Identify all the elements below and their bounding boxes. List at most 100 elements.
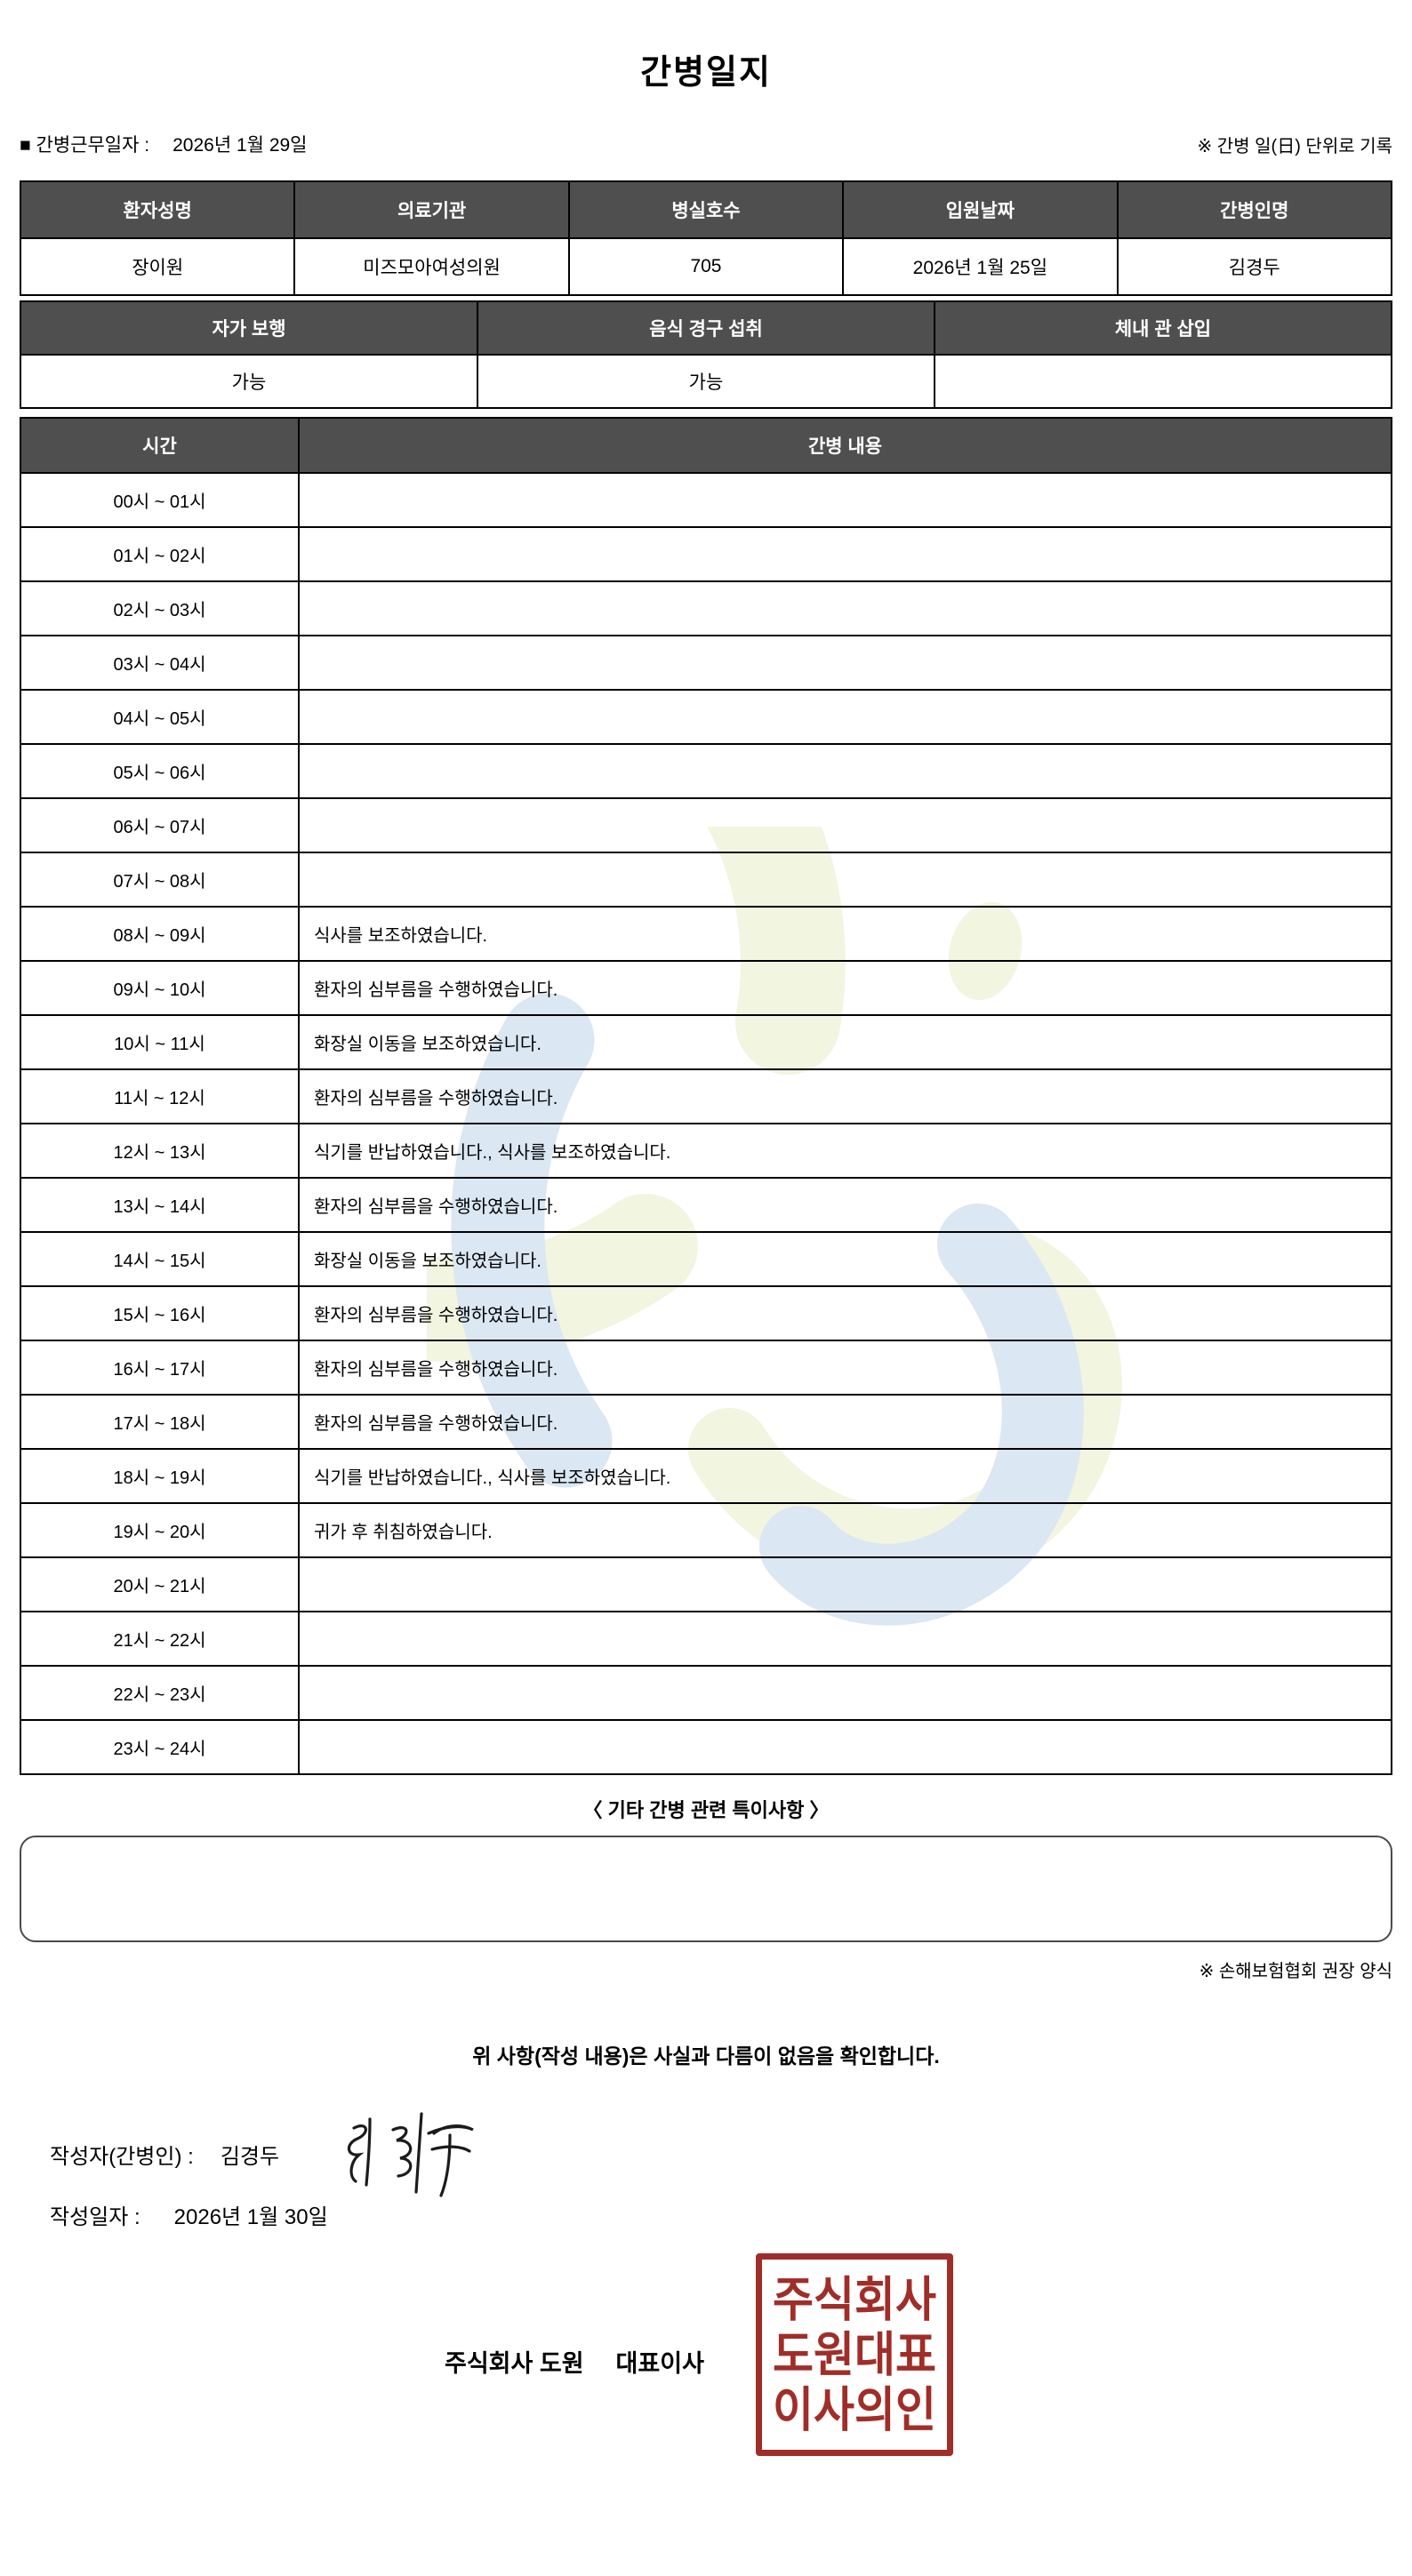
log-content-cell: 환자의 심부름을 수행하였습니다.: [298, 960, 1392, 1016]
document-content: 간병일지 ■ 간병근무일자 : 2026년 1월 29일 ※ 간병 일(日) 단위…: [19, 54, 1393, 2467]
log-content-cell: [298, 689, 1392, 745]
log-row: 08시 ~ 09시 식사를 보조하였습니다.: [20, 906, 1392, 962]
patient-header-cell: 환자성명: [19, 180, 296, 239]
log-content-cell: [298, 797, 1392, 853]
log-time-cell: 11시 ~ 12시: [20, 1068, 300, 1124]
log-table-body: 00시 ~ 01시 01시 ~ 02시 02시 ~ 03시 03시 ~ 04시 04시 …: [20, 472, 1392, 1775]
log-row: 06시 ~ 07시: [20, 797, 1392, 853]
log-row: 13시 ~ 14시 환자의 심부름을 수행하였습니다.: [20, 1177, 1392, 1233]
writer-row: 작성자(간병인) : 김경두: [20, 2112, 1392, 2197]
log-row: 17시 ~ 18시 환자의 심부름을 수행하였습니다.: [20, 1394, 1392, 1450]
patient-header-cell: 병실호수: [567, 180, 845, 239]
log-time-cell: 08시 ~ 09시: [20, 906, 300, 962]
log-table: 시간 간병 내용 00시 ~ 01시 01시 ~ 02시 02시 ~ 03시 03시 …: [20, 417, 1392, 1775]
work-date-value: 2026년 1월 29일: [172, 135, 308, 156]
status-header-cell: 자가 보행: [20, 300, 478, 356]
log-time-cell: 07시 ~ 08시: [20, 852, 300, 908]
log-row: 18시 ~ 19시 식기를 반납하였습니다., 식사를 보조하였습니다.: [20, 1448, 1392, 1504]
log-content-cell: 환자의 심부름을 수행하였습니다.: [298, 1394, 1392, 1450]
log-row: 11시 ~ 12시 환자의 심부름을 수행하였습니다.: [20, 1068, 1392, 1124]
patient-header-cell: 의료기관: [293, 180, 570, 239]
log-row: 09시 ~ 10시 환자의 심부름을 수행하였습니다.: [20, 960, 1392, 1016]
log-row: 21시 ~ 22시: [20, 1611, 1392, 1667]
log-content-cell: 환자의 심부름을 수행하였습니다.: [298, 1177, 1392, 1233]
log-row: 10시 ~ 11시 화장실 이동을 보조하였습니다.: [20, 1014, 1392, 1070]
log-content-cell: [298, 472, 1392, 528]
status-value-cell: 가능: [477, 354, 935, 409]
unit-note: ※ 간병 일(日) 단위로 기록: [1197, 137, 1392, 156]
write-date-label: 작성일자 :: [50, 2205, 140, 2229]
log-row: 20시 ~ 21시: [20, 1556, 1392, 1612]
write-date-row: 작성일자 : 2026년 1월 30일: [20, 2199, 1392, 2230]
log-time-cell: 04시 ~ 05시: [20, 689, 300, 745]
log-time-cell: 14시 ~ 15시: [20, 1231, 300, 1287]
log-row: 07시 ~ 08시: [20, 852, 1392, 908]
work-date-label: ■ 간병근무일자 :: [20, 135, 150, 156]
status-table-header-row: 자가 보행 음식 경구 섭취 체내 관 삽입: [20, 300, 1392, 356]
log-time-cell: 10시 ~ 11시: [20, 1014, 300, 1070]
log-row: 19시 ~ 20시 귀가 후 취침하였습니다.: [20, 1502, 1392, 1558]
log-content-cell: 화장실 이동을 보조하였습니다.: [298, 1014, 1392, 1070]
work-date-line: ■ 간병근무일자 : 2026년 1월 29일: [20, 131, 308, 157]
log-row: 05시 ~ 06시: [20, 743, 1392, 799]
log-content-cell: 식사를 보조하였습니다.: [298, 906, 1392, 962]
patient-table: 환자성명 의료기관 병실호수 입원날짜 간병인명 장이원 미즈모아여성의원 705 2026년…: [19, 180, 1393, 296]
log-time-cell: 05시 ~ 06시: [20, 743, 300, 799]
log-time-cell: 12시 ~ 13시: [20, 1123, 300, 1179]
log-row: 02시 ~ 03시: [20, 580, 1392, 636]
log-content-cell: 환자의 심부름을 수행하였습니다.: [298, 1285, 1392, 1341]
log-content-cell: 환자의 심부름을 수행하였습니다.: [298, 1068, 1392, 1124]
log-time-cell: 15시 ~ 16시: [20, 1285, 300, 1341]
log-content-cell: [298, 1611, 1392, 1667]
status-header-cell: 체내 관 삽입: [934, 300, 1392, 356]
log-row: 15시 ~ 16시 환자의 심부름을 수행하였습니다.: [20, 1285, 1392, 1341]
writer-label: 작성자(간병인) :: [50, 2145, 194, 2169]
status-header-cell: 음식 경구 섭취: [477, 300, 935, 356]
patient-table-header-row: 환자성명 의료기관 병실호수 입원날짜 간병인명: [19, 180, 1393, 239]
log-time-cell: 01시 ~ 02시: [20, 526, 300, 582]
log-row: 14시 ~ 15시 화장실 이동을 보조하였습니다.: [20, 1231, 1392, 1287]
log-time-cell: 20시 ~ 21시: [20, 1556, 300, 1612]
log-content-cell: 귀가 후 취침하였습니다.: [298, 1502, 1392, 1558]
status-table: 자가 보행 음식 경구 섭취 체내 관 삽입 가능 가능: [20, 300, 1392, 409]
patient-value-cell: 미즈모아여성의원: [293, 237, 570, 296]
log-time-cell: 02시 ~ 03시: [20, 580, 300, 636]
status-table-value-row: 가능 가능: [20, 354, 1392, 409]
log-time-cell: 18시 ~ 19시: [20, 1448, 300, 1504]
log-table-header-row: 시간 간병 내용: [20, 417, 1392, 474]
log-row: 23시 ~ 24시: [20, 1719, 1392, 1775]
meta-row: ■ 간병근무일자 : 2026년 1월 29일 ※ 간병 일(日) 단위로 기록: [20, 131, 1392, 157]
patient-header-cell: 입원날짜: [842, 180, 1119, 239]
log-content-cell: [298, 1719, 1392, 1775]
patient-value-cell: 장이원: [19, 237, 296, 296]
log-content-cell: [298, 743, 1392, 799]
log-content-cell: [298, 635, 1392, 691]
patient-value-cell: 2026년 1월 25일: [842, 237, 1119, 296]
log-row: 22시 ~ 23시: [20, 1665, 1392, 1721]
log-time-cell: 22시 ~ 23시: [20, 1665, 300, 1721]
patient-value-cell: 김경두: [1116, 237, 1393, 296]
log-row: 12시 ~ 13시 식기를 반납하였습니다., 식사를 보조하였습니다.: [20, 1123, 1392, 1179]
log-content-cell: 화장실 이동을 보조하였습니다.: [298, 1231, 1392, 1287]
log-time-cell: 17시 ~ 18시: [20, 1394, 300, 1450]
company-name: 주식회사 도원: [445, 2350, 584, 2377]
log-content-cell: 환자의 심부름을 수행하였습니다.: [298, 1340, 1392, 1396]
log-time-cell: 03시 ~ 04시: [20, 635, 300, 691]
log-content-cell: [298, 1556, 1392, 1612]
log-row: 04시 ~ 05시: [20, 689, 1392, 745]
log-time-cell: 06시 ~ 07시: [20, 797, 300, 853]
signature-handwriting: [347, 2112, 474, 2197]
log-content-cell: [298, 526, 1392, 582]
log-row: 00시 ~ 01시: [20, 472, 1392, 528]
log-time-header: 시간: [20, 417, 300, 474]
form-note: ※ 손해보험협회 권장 양식: [1199, 1962, 1392, 1981]
log-content-cell: 식기를 반납하였습니다., 식사를 보조하였습니다.: [298, 1448, 1392, 1504]
log-row: 01시 ~ 02시: [20, 526, 1392, 582]
log-time-cell: 19시 ~ 20시: [20, 1502, 300, 1558]
